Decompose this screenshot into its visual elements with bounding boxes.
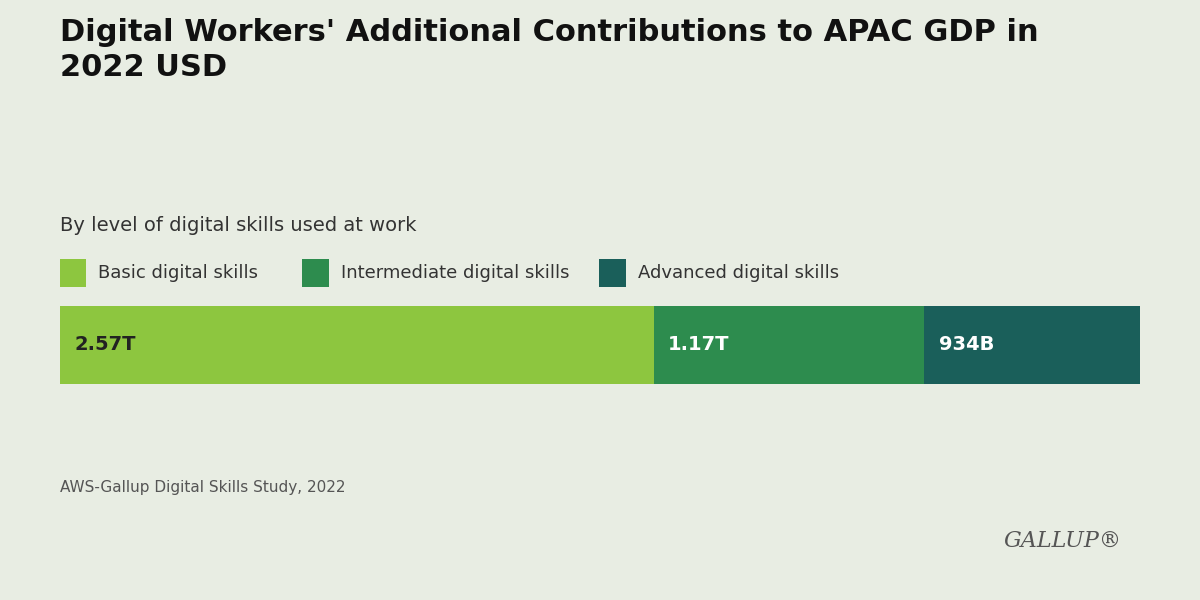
Bar [924,306,1140,384]
Text: 1.17T: 1.17T [668,335,730,355]
Bar [60,306,654,384]
Bar [600,259,626,287]
Text: 2.57T: 2.57T [74,335,136,355]
Bar [302,259,329,287]
Text: 934B: 934B [938,335,994,355]
Bar [60,259,86,287]
Text: Advanced digital skills: Advanced digital skills [638,264,839,282]
Text: Intermediate digital skills: Intermediate digital skills [341,264,569,282]
Text: AWS-Gallup Digital Skills Study, 2022: AWS-Gallup Digital Skills Study, 2022 [60,480,346,495]
Text: Digital Workers' Additional Contributions to APAC GDP in
2022 USD: Digital Workers' Additional Contribution… [60,18,1039,82]
Bar [654,306,924,384]
Text: By level of digital skills used at work: By level of digital skills used at work [60,216,416,235]
Text: Basic digital skills: Basic digital skills [98,264,258,282]
Text: GALLUP®: GALLUP® [1004,530,1122,552]
